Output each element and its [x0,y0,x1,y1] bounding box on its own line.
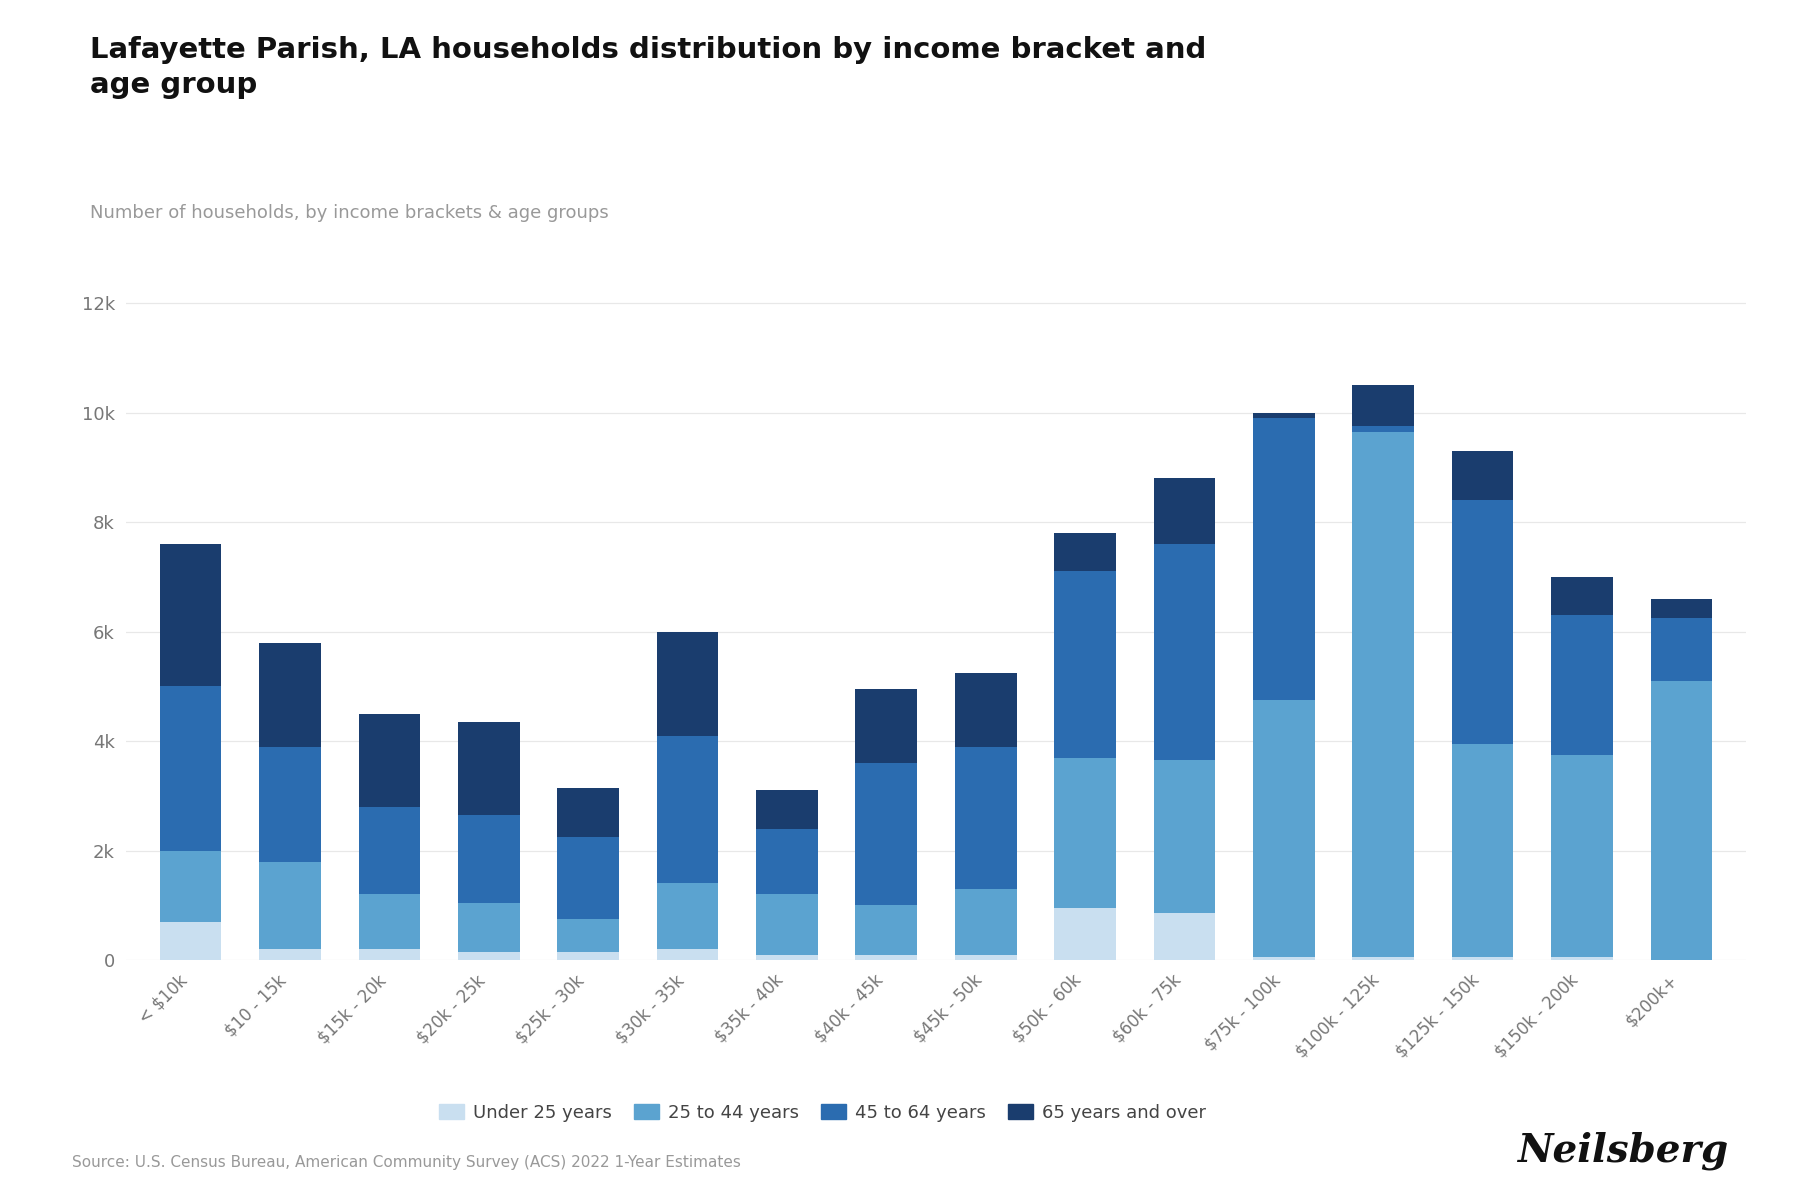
Bar [954,673,1017,746]
Bar [1453,958,1514,960]
Bar [1253,419,1314,700]
Bar [954,954,1017,960]
Bar [657,736,718,883]
Bar [160,544,221,686]
Bar [1552,755,1613,958]
Bar [657,631,718,736]
Bar [1352,426,1415,432]
Text: Lafayette Parish, LA households distribution by income bracket and
age group: Lafayette Parish, LA households distribu… [90,36,1206,98]
Legend: Under 25 years, 25 to 44 years, 45 to 64 years, 65 years and over: Under 25 years, 25 to 44 years, 45 to 64… [432,1097,1213,1129]
Bar [855,689,918,763]
Text: Number of households, by income brackets & age groups: Number of households, by income brackets… [90,204,608,222]
Bar [358,949,419,960]
Bar [1253,700,1314,958]
Bar [1055,533,1116,571]
Bar [1352,385,1415,426]
Bar [259,746,320,862]
Bar [855,905,918,954]
Bar [1453,744,1514,958]
Bar [358,806,419,894]
Text: Neilsberg: Neilsberg [1517,1132,1728,1170]
Bar [259,862,320,949]
Bar [1154,479,1215,544]
Bar [1154,544,1215,761]
Bar [259,643,320,746]
Bar [1253,958,1314,960]
Bar [1651,599,1712,618]
Bar [259,949,320,960]
Bar [1651,680,1712,960]
Bar [1552,577,1613,616]
Bar [756,954,817,960]
Bar [358,714,419,806]
Bar [1154,913,1215,960]
Bar [855,954,918,960]
Bar [558,836,619,919]
Bar [160,686,221,851]
Bar [457,902,520,952]
Bar [1055,571,1116,757]
Bar [1453,451,1514,500]
Bar [558,787,619,836]
Bar [1453,500,1514,744]
Bar [558,952,619,960]
Bar [160,851,221,922]
Bar [1055,757,1116,908]
Bar [1154,761,1215,913]
Bar [1253,413,1314,419]
Bar [1552,958,1613,960]
Bar [457,722,520,815]
Bar [358,894,419,949]
Bar [756,894,817,954]
Bar [1651,618,1712,680]
Bar [1055,908,1116,960]
Bar [457,815,520,902]
Bar [954,889,1017,954]
Bar [756,791,817,829]
Bar [657,883,718,949]
Text: Source: U.S. Census Bureau, American Community Survey (ACS) 2022 1-Year Estimate: Source: U.S. Census Bureau, American Com… [72,1154,742,1170]
Bar [457,952,520,960]
Bar [657,949,718,960]
Bar [1352,432,1415,958]
Bar [558,919,619,952]
Bar [954,746,1017,889]
Bar [756,829,817,894]
Bar [1352,958,1415,960]
Bar [160,922,221,960]
Bar [855,763,918,905]
Bar [1552,616,1613,755]
